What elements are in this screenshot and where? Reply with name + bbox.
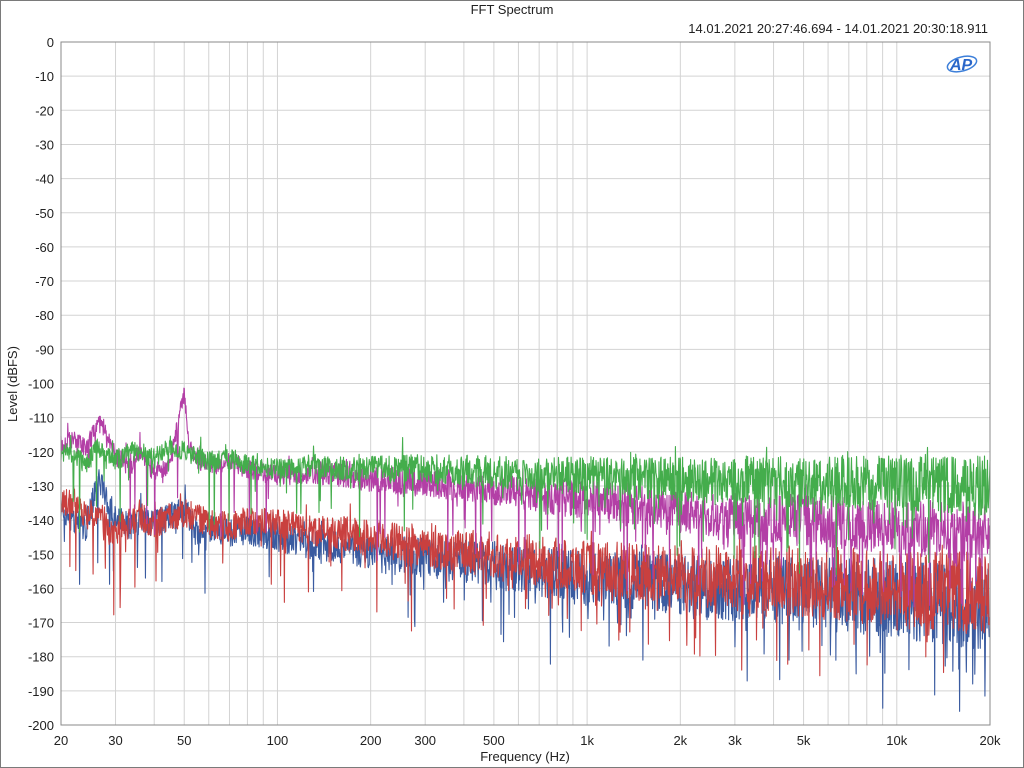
x-tick-label: 30 bbox=[108, 733, 122, 748]
y-axis-label: Level (dBFS) bbox=[5, 346, 20, 422]
y-tick-label: -90 bbox=[35, 342, 54, 357]
y-tick-label: -20 bbox=[35, 103, 54, 118]
x-tick-label: 20k bbox=[980, 733, 1001, 748]
x-tick-label: 500 bbox=[483, 733, 505, 748]
y-tick-label: -170 bbox=[28, 616, 54, 631]
x-tick-label: 1k bbox=[580, 733, 594, 748]
x-tick-label: 100 bbox=[267, 733, 289, 748]
y-tick-labels: 0 -10 -20 -30 -40 -50 -60 -70 -80 -90 -100 -110 -120… bbox=[28, 35, 54, 733]
chart-title: FFT Spectrum bbox=[470, 2, 554, 17]
grid bbox=[60, 41, 991, 726]
series-trace-4 bbox=[60, 434, 991, 576]
x-tick-label: 200 bbox=[360, 733, 382, 748]
y-tick-label: -100 bbox=[28, 377, 54, 392]
x-tick-label: 10k bbox=[886, 733, 907, 748]
y-tick-label: -30 bbox=[35, 137, 54, 152]
x-tick-labels: 20 30 50 100 200 300 500 1k 2k 3k 5k 10k 20k bbox=[54, 733, 1001, 748]
chart-timestamp: 14.01.2021 20:27:46.694 - 14.01.2021 20:… bbox=[688, 21, 988, 36]
y-tick-label: -140 bbox=[28, 513, 54, 528]
y-tick-label: -110 bbox=[29, 411, 54, 426]
ap-logo-text: AP bbox=[949, 57, 973, 74]
y-tick-label: -50 bbox=[35, 206, 54, 221]
y-tick-label: -10 bbox=[35, 69, 54, 84]
y-tick-label: -120 bbox=[28, 445, 54, 460]
ap-logo: AP bbox=[946, 55, 978, 74]
y-tick-label: -160 bbox=[28, 581, 54, 596]
x-tick-label: 20 bbox=[54, 733, 68, 748]
y-tick-label: 0 bbox=[47, 35, 54, 50]
y-tick-label: -130 bbox=[28, 479, 54, 494]
series-layer bbox=[60, 387, 991, 712]
y-tick-label: -70 bbox=[35, 274, 54, 289]
x-tick-label: 5k bbox=[797, 733, 811, 748]
x-tick-label: 300 bbox=[414, 733, 436, 748]
x-tick-label: 50 bbox=[177, 733, 191, 748]
x-axis-label: Frequency (Hz) bbox=[480, 749, 570, 764]
x-tick-label: 3k bbox=[728, 733, 742, 748]
y-tick-label: -80 bbox=[35, 308, 54, 323]
y-tick-label: -200 bbox=[28, 718, 54, 733]
y-tick-label: -150 bbox=[28, 547, 54, 562]
y-tick-label: -60 bbox=[35, 240, 54, 255]
series-trace-2 bbox=[60, 485, 991, 677]
x-tick-label: 2k bbox=[673, 733, 687, 748]
y-tick-label: -190 bbox=[28, 684, 54, 699]
ap-logo-swoosh bbox=[946, 55, 978, 73]
plot-border bbox=[60, 41, 991, 726]
y-tick-label: -180 bbox=[28, 650, 54, 665]
y-tick-label: -40 bbox=[35, 172, 54, 187]
